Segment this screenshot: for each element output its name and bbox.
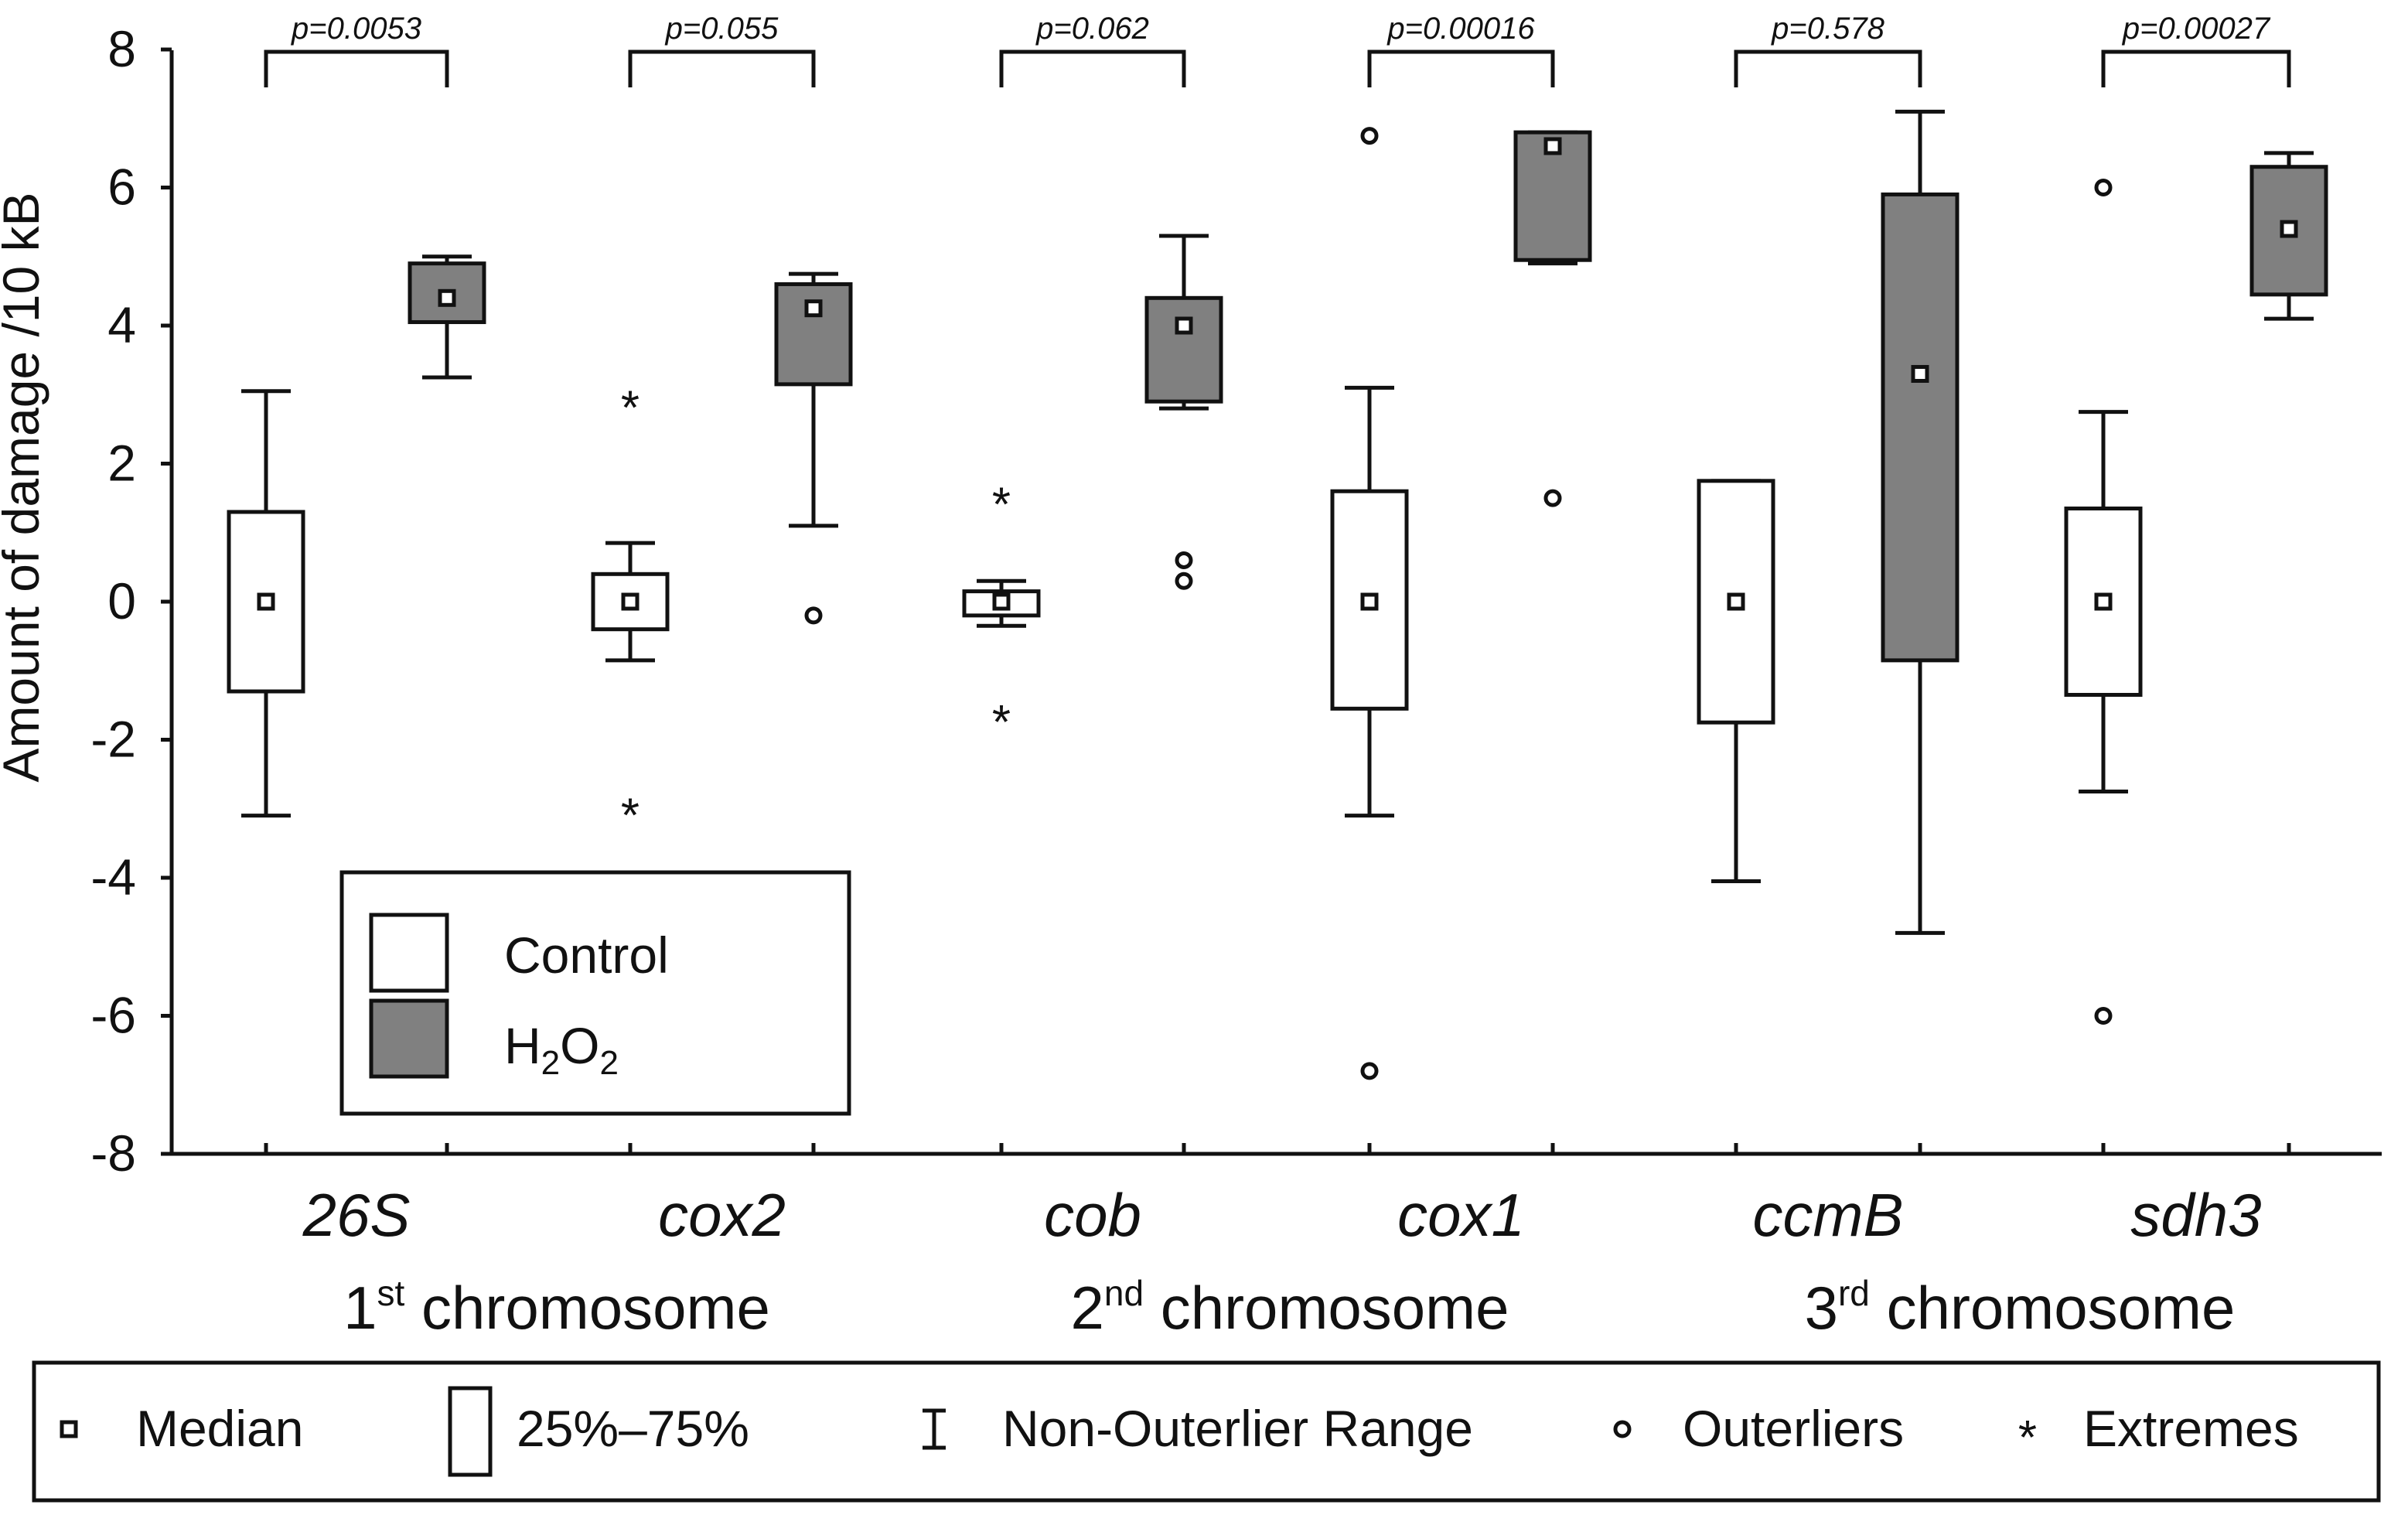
key-outliers-label: Outerliers <box>1683 1400 1904 1457</box>
y-tick-label: 0 <box>107 572 136 630</box>
cob-h2o2-box <box>1144 295 1223 404</box>
cox2-pvalue-bracket <box>628 49 816 87</box>
cob-h2o2-outlier <box>1175 551 1193 569</box>
x-ticks <box>264 1143 2291 1154</box>
legend-control-label: Control <box>504 926 669 984</box>
sdh3-h2o2-box <box>2249 165 2328 297</box>
chromosome-2-label: 2nd chromosome <box>1070 1273 1509 1342</box>
key-median-symbol <box>60 1420 78 1438</box>
cob-control-extreme: * <box>992 696 1011 749</box>
y-tick-label: 8 <box>107 20 136 77</box>
key-median-label: Median <box>136 1400 303 1457</box>
sdh3-control-outlier <box>2094 179 2113 196</box>
sdh3-pvalue-label: p=0.00027 <box>2122 12 2271 46</box>
cox2-pvalue-label: p=0.055 <box>665 12 779 46</box>
key-extreme-symbol: * <box>2018 1411 2037 1465</box>
cox1-control-outlier <box>1360 127 1379 145</box>
gene-label-cox2: cox2 <box>658 1181 786 1249</box>
ccmB-pvalue-label: p=0.578 <box>1771 12 1884 46</box>
gene-label-26S: 26S <box>302 1181 411 1249</box>
cox2-h2o2-median <box>804 299 823 318</box>
y-tick-label: -6 <box>90 987 136 1044</box>
cob-control-median <box>992 592 1011 611</box>
gene-label-cob: cob <box>1044 1181 1141 1249</box>
legend: Control H2O2 <box>339 870 851 1116</box>
26S-pvalue-label: p=0.0053 <box>291 12 421 46</box>
chromosome-3-label: 3rd chromosome <box>1805 1273 2236 1342</box>
cox1-h2o2-median <box>1543 137 1562 155</box>
symbol-key: Median 25%–75% Non-Outerlier Range Outer… <box>32 1360 2381 1503</box>
ccmB-pvalue-bracket <box>1734 49 1922 87</box>
y-axis-label: Amount of damage /10 kB <box>0 192 49 782</box>
cox2-control-median <box>621 592 640 611</box>
cob-pvalue-bracket <box>999 49 1186 87</box>
sdh3-h2o2-median <box>2280 220 2298 238</box>
gene-label-ccmB: ccmB <box>1753 1181 1904 1249</box>
cox1-control-median <box>1360 592 1379 611</box>
26S-h2o2-median <box>438 288 456 307</box>
y-tick-label: 2 <box>107 435 136 492</box>
y-tick-label: -8 <box>90 1124 136 1182</box>
p-value-brackets: p=0.0053 p=0.055 p=0.062 p=0.00016 p=0.578 p=… <box>264 12 2291 87</box>
sdh3-pvalue-bracket <box>2101 49 2291 87</box>
key-box-label: 25%–75% <box>517 1400 749 1457</box>
key-outlier-symbol <box>1613 1420 1632 1438</box>
cox1-pvalue-label: p=0.00016 <box>1386 12 1535 46</box>
ccmB-h2o2-box <box>1881 192 1959 663</box>
26S-control-median <box>257 592 275 611</box>
key-extremes-label: Extremes <box>2083 1400 2299 1457</box>
ccmB-control-median <box>1727 592 1745 611</box>
y-ticks: 8 6 4 2 0 -2 -4 -6 -8 <box>90 20 172 1182</box>
chromosome-1-label: 1st chromosome <box>343 1273 770 1342</box>
sdh3-control-median <box>2094 592 2113 611</box>
cob-pvalue-label: p=0.062 <box>1035 12 1149 46</box>
gene-label-cox1: cox1 <box>1397 1181 1525 1249</box>
key-frame <box>32 1360 2381 1503</box>
gene-label-sdh3: sdh3 <box>2130 1181 2261 1249</box>
cox2-control-extreme: * <box>621 789 640 842</box>
cob-h2o2-median <box>1175 316 1193 335</box>
legend-h2o2-label: H2O2 <box>504 1017 619 1082</box>
y-tick-label: -2 <box>90 711 136 768</box>
key-range-symbol <box>923 1408 946 1450</box>
26S-pvalue-bracket <box>264 49 449 87</box>
y-tick-label: 4 <box>107 296 136 353</box>
ccmB-h2o2-median <box>1911 364 1929 383</box>
cox1-pvalue-bracket <box>1367 49 1555 87</box>
cob-h2o2-outlier <box>1175 572 1193 590</box>
sdh3-control-outlier <box>2094 1007 2113 1025</box>
y-tick-label: 6 <box>107 159 136 216</box>
cox1-control-outlier <box>1360 1062 1379 1080</box>
legend-control-swatch <box>369 913 449 993</box>
cox2-control-extreme: * <box>621 382 640 435</box>
legend-h2o2-swatch <box>369 998 449 1079</box>
key-box-symbol <box>448 1386 493 1477</box>
box-plots: * * * * <box>227 109 2328 1080</box>
cox2-h2o2-box <box>774 282 853 387</box>
gene-labels: 26S cox2 cob cox1 ccmB sdh3 <box>302 1181 2262 1249</box>
key-range-label: Non-Outerlier Range <box>1002 1400 1473 1457</box>
cob-control-extreme: * <box>992 479 1011 532</box>
y-tick-label: -4 <box>90 848 136 906</box>
cox2-h2o2-outlier <box>804 606 823 625</box>
cox1-h2o2-outlier <box>1543 489 1562 507</box>
